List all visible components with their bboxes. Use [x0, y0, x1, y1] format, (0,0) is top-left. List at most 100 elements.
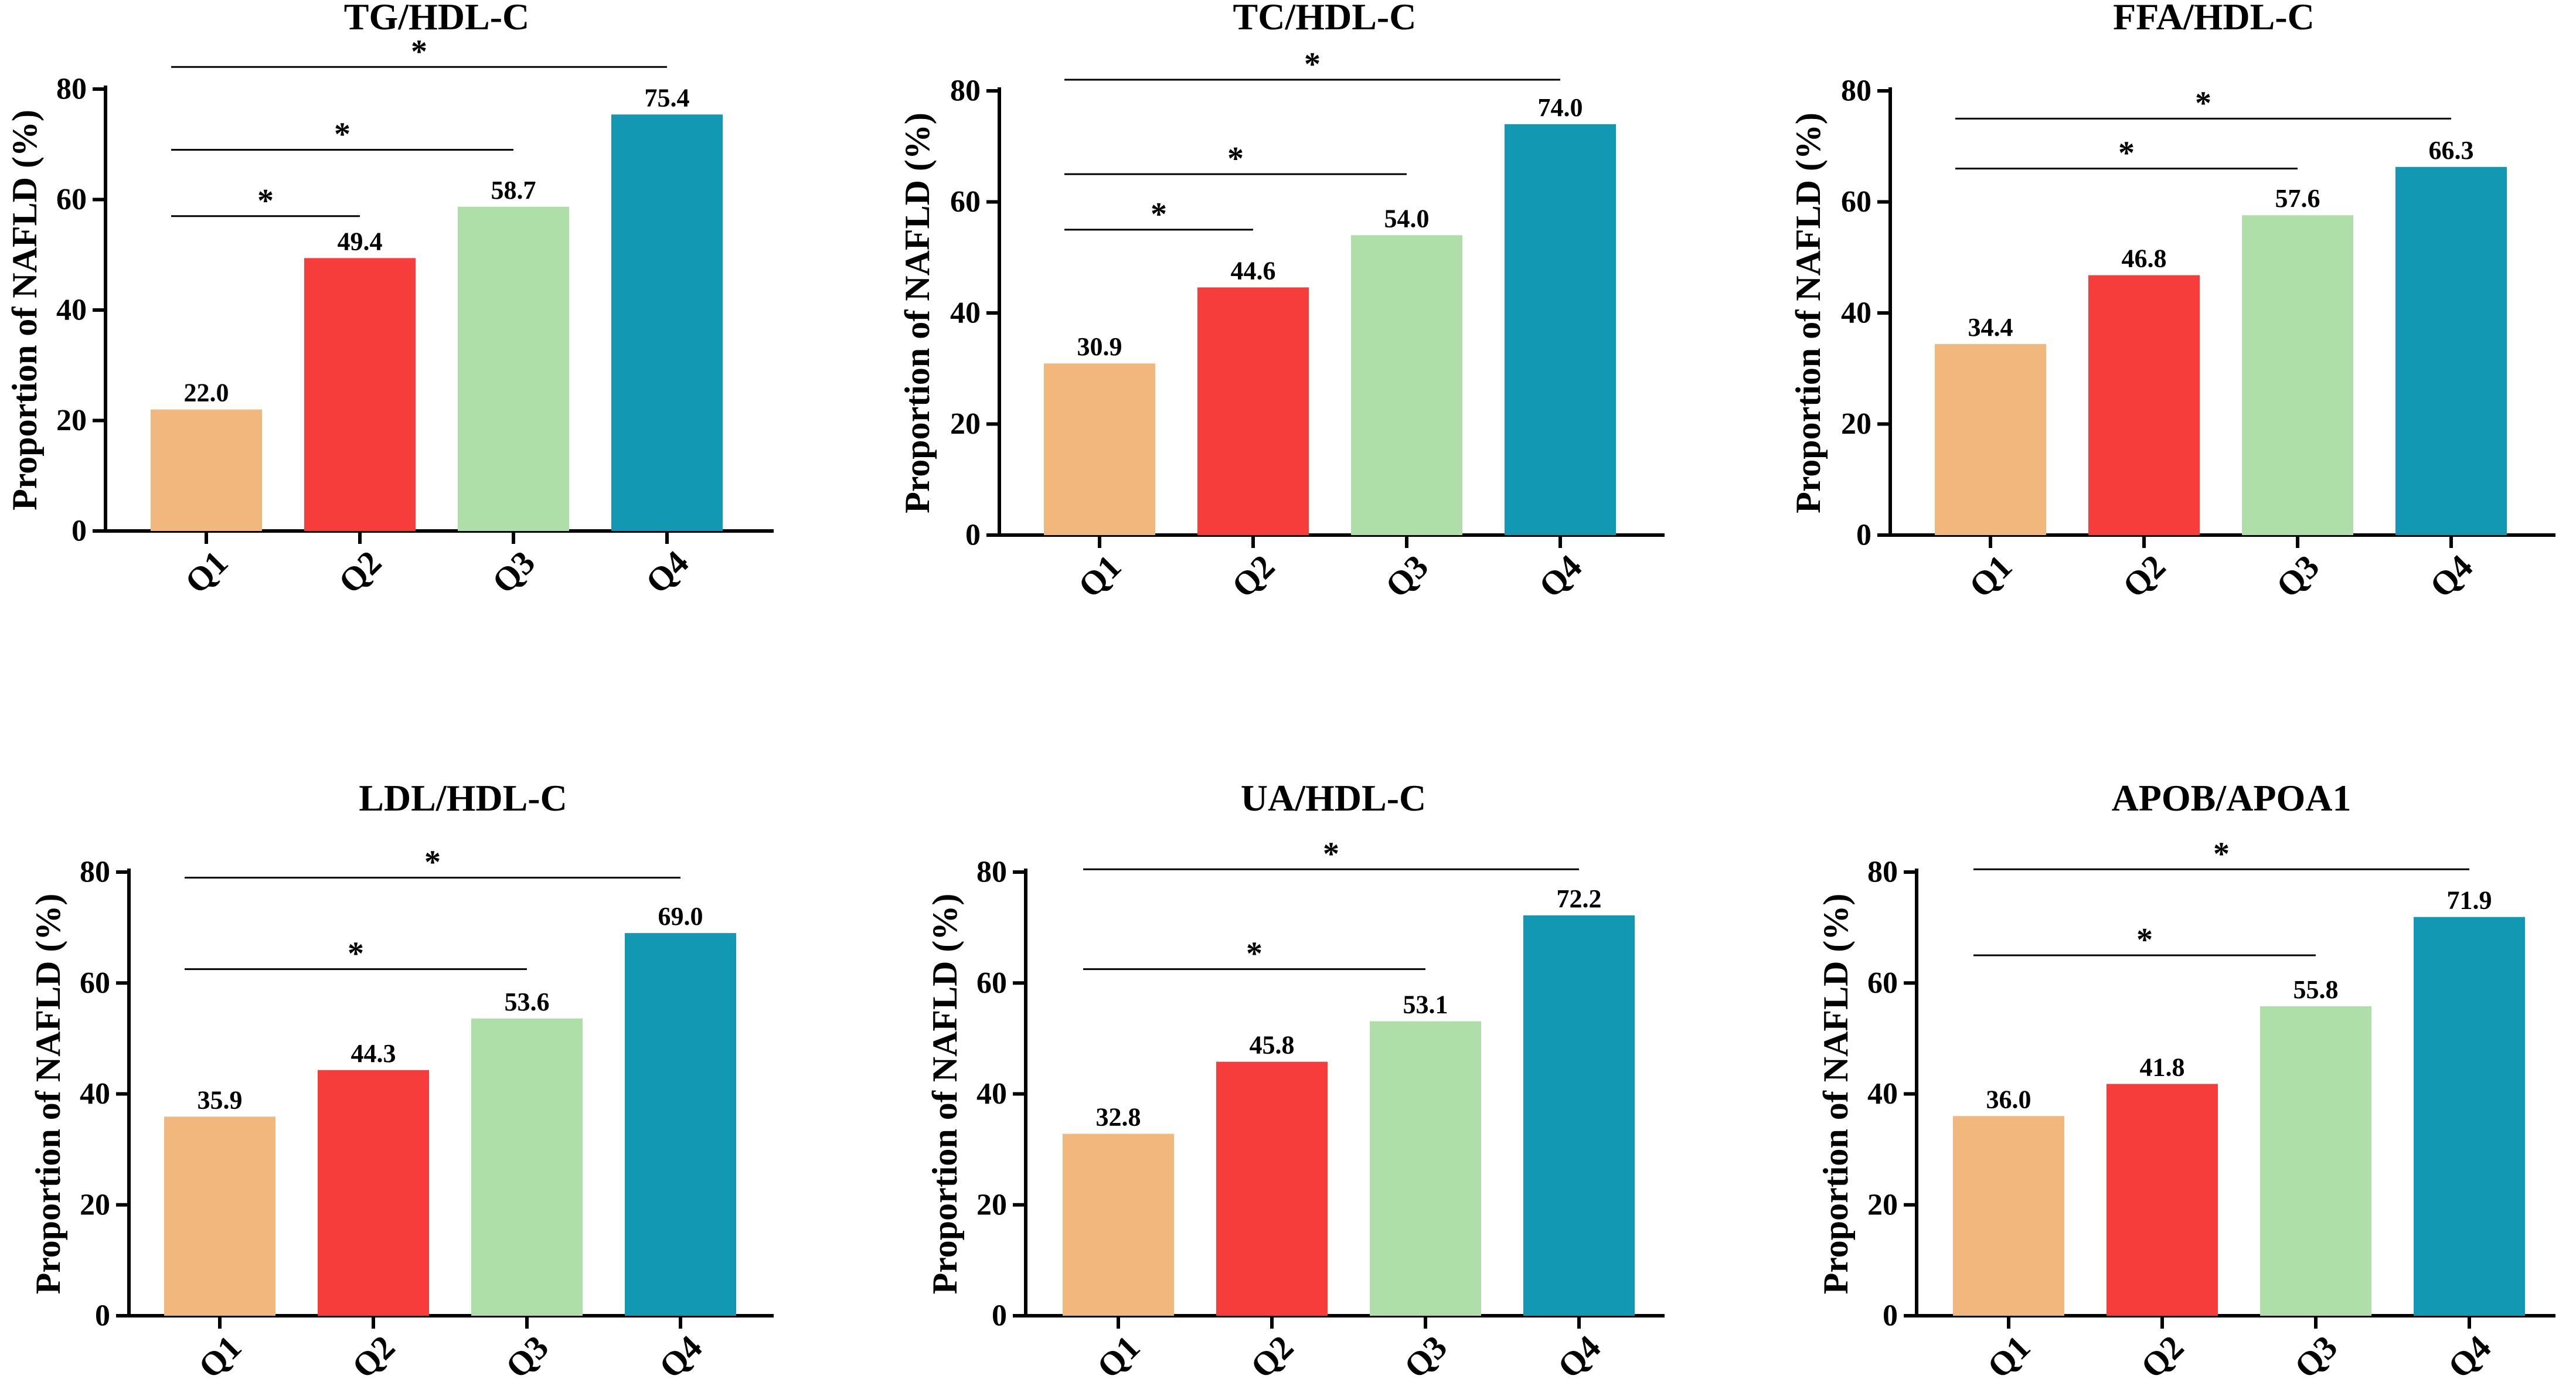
- x-tick-label: Q4: [1532, 547, 1589, 605]
- y-tick-label: 80: [1841, 74, 1871, 108]
- x-tick-label: Q4: [652, 1328, 709, 1385]
- x-tick-label: Q3: [498, 1328, 556, 1385]
- bar-q1: [1063, 1133, 1174, 1316]
- y-tick-label: 0: [992, 1299, 1007, 1333]
- bar-value-label: 22.0: [184, 379, 229, 407]
- chart-title: TC/HDL-C: [1233, 0, 1417, 38]
- x-tick-label: Q1: [1962, 547, 2019, 605]
- y-tick-label: 80: [976, 856, 1007, 889]
- y-tick-label: 0: [72, 515, 87, 548]
- y-tick-label: 80: [56, 73, 87, 106]
- y-tick-label: 20: [976, 1188, 1007, 1221]
- bar-q3: [2260, 1006, 2371, 1316]
- x-tick-label: Q4: [2441, 1328, 2498, 1385]
- x-tick-label: Q1: [1090, 1328, 1147, 1385]
- y-tick-label: 0: [95, 1299, 110, 1333]
- bar-value-label: 58.7: [491, 176, 536, 205]
- x-tick-label: Q4: [638, 543, 696, 601]
- y-tick-label: 20: [56, 404, 87, 437]
- bar-value-label: 36.0: [1986, 1085, 2031, 1114]
- bar-value-label: 30.9: [1077, 332, 1122, 361]
- x-tick-label: Q1: [191, 1328, 249, 1385]
- y-tick-label: 20: [1841, 407, 1871, 441]
- y-tick-label: 40: [1841, 297, 1871, 330]
- chart-panel: UA/HDL-C Proportion of NAFLD (%) 0 20 40 60 80…: [925, 777, 1665, 1385]
- significance-star: *: [1151, 196, 1167, 233]
- chart-panel: LDL/HDL-C Proportion of NAFLD (%) 0 20 40 60 8…: [29, 777, 774, 1385]
- bar-value-label: 45.8: [1250, 1031, 1295, 1060]
- bar-q3: [471, 1018, 583, 1316]
- bar-value-label: 41.8: [2140, 1053, 2185, 1081]
- bar-value-label: 44.6: [1231, 256, 1276, 285]
- y-tick-label: 60: [1867, 966, 1898, 1000]
- significance-star: *: [2213, 836, 2230, 872]
- significance-star: *: [2195, 85, 2211, 121]
- y-tick-label: 40: [976, 1077, 1007, 1111]
- bar-q1: [1953, 1116, 2064, 1316]
- bar-value-label: 44.3: [351, 1039, 396, 1068]
- x-tick-label: Q1: [1980, 1328, 2037, 1385]
- chart-title: APOB/APOA1: [2112, 777, 2352, 819]
- bar-value-label: 53.1: [1403, 990, 1448, 1019]
- bar-q1: [164, 1116, 275, 1316]
- y-tick-label: 0: [965, 519, 981, 552]
- bar-value-label: 72.2: [1557, 884, 1602, 913]
- x-tick-label: Q3: [2287, 1328, 2344, 1385]
- bar-value-label: 69.0: [658, 902, 703, 931]
- bar-value-label: 35.9: [198, 1085, 243, 1114]
- x-tick-label: Q4: [2422, 547, 2480, 605]
- bar-value-label: 54.0: [1384, 204, 1430, 233]
- bar-q4: [2395, 166, 2507, 535]
- bar-value-label: 71.9: [2447, 886, 2492, 915]
- x-tick-label: Q3: [2269, 547, 2326, 605]
- y-tick-label: 40: [56, 294, 87, 327]
- x-tick-label: Q2: [331, 543, 389, 601]
- bar-q2: [318, 1070, 429, 1316]
- x-tick-label: Q3: [1378, 547, 1435, 605]
- x-tick-label: Q1: [178, 543, 235, 601]
- bar-value-label: 46.8: [2122, 244, 2167, 273]
- significance-star: *: [1323, 836, 1339, 872]
- bar-q1: [1044, 363, 1155, 535]
- bar-value-label: 75.4: [645, 83, 690, 112]
- bar-q4: [611, 114, 723, 532]
- y-axis-label: Proportion of NAFLD (%): [925, 894, 964, 1295]
- y-tick-label: 20: [1867, 1188, 1898, 1221]
- bar-value-label: 74.0: [1538, 93, 1583, 122]
- significance-star: *: [334, 117, 351, 153]
- x-tick-label: Q2: [345, 1328, 402, 1385]
- chart-panel: TG/HDL-C Proportion of NAFLD (%) 0 20 40 60 80…: [5, 0, 774, 601]
- bar-q3: [2242, 215, 2353, 535]
- bar-q2: [304, 258, 416, 531]
- y-tick-label: 60: [1841, 185, 1871, 219]
- y-tick-label: 60: [976, 966, 1007, 1000]
- significance-star: *: [411, 33, 427, 70]
- bar-q3: [1370, 1021, 1481, 1316]
- chart-title: FFA/HDL-C: [2113, 0, 2315, 38]
- bar-value-label: 55.8: [2293, 975, 2339, 1004]
- y-axis-label: Proportion of NAFLD (%): [1816, 894, 1855, 1295]
- bar-value-label: 57.6: [2275, 184, 2320, 213]
- y-tick-label: 0: [1883, 1299, 1898, 1333]
- bar-q3: [1351, 235, 1462, 535]
- significance-star: *: [1227, 141, 1244, 177]
- significance-star: *: [257, 183, 274, 219]
- significance-star: *: [2118, 135, 2135, 172]
- y-tick-label: 80: [1867, 856, 1898, 889]
- bar-q4: [625, 933, 736, 1316]
- chart-title: TG/HDL-C: [344, 0, 529, 38]
- chart-title: LDL/HDL-C: [359, 777, 567, 819]
- y-axis-label: Proportion of NAFLD (%): [898, 113, 937, 513]
- x-tick-label: Q2: [2133, 1328, 2191, 1385]
- y-axis-label: Proportion of NAFLD (%): [29, 894, 67, 1295]
- bar-q1: [151, 409, 262, 531]
- bar-q3: [458, 206, 569, 531]
- significance-star: *: [348, 936, 364, 972]
- y-tick-label: 40: [1867, 1077, 1898, 1111]
- y-tick-label: 60: [950, 185, 981, 219]
- bar-q2: [2107, 1084, 2218, 1316]
- y-tick-label: 80: [80, 856, 110, 889]
- significance-star: *: [1246, 936, 1263, 972]
- bar-q4: [1523, 915, 1635, 1316]
